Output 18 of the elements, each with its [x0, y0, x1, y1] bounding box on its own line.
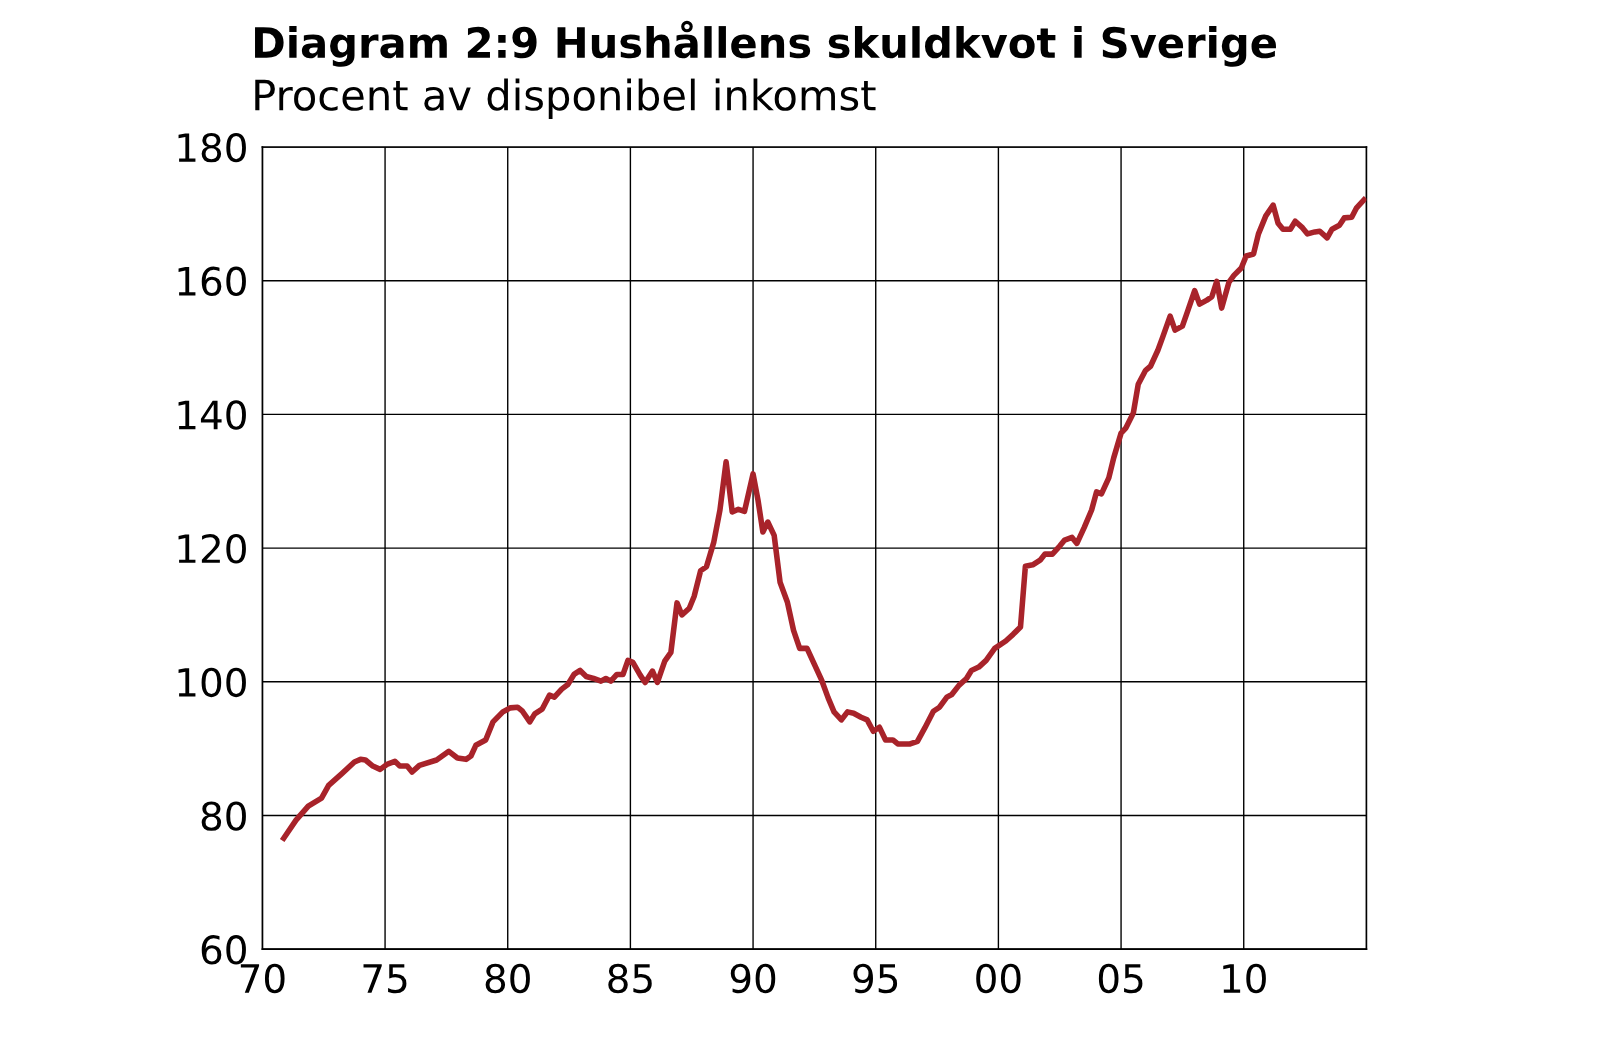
x-tick-label: 85 — [608, 963, 652, 994]
x-tick-label: 05 — [1098, 963, 1143, 994]
y-tick-label: 140 — [178, 400, 246, 430]
x-tick-label: 00 — [976, 963, 1021, 994]
y-tick-label: 180 — [178, 132, 246, 163]
x-tick-label: 90 — [730, 963, 776, 994]
y-tick-label: 80 — [201, 801, 246, 831]
x-tick-label: 95 — [853, 963, 898, 994]
y-tick-label: 60 — [201, 935, 246, 965]
chart-subtitle: Procent av disponibel inkomst — [255, 78, 876, 119]
x-tick-label: 75 — [363, 964, 407, 994]
chart-title: Diagram 2:9 Hushållens skuldkvot i Sverige — [255, 20, 1276, 67]
y-tick-label: 100 — [178, 667, 246, 698]
x-tick-label: 70 — [240, 963, 285, 994]
x-tick-label: 10 — [1223, 963, 1266, 994]
x-tick-label: 80 — [485, 963, 530, 994]
y-tick-label: 160 — [178, 266, 246, 297]
y-tick-label: 120 — [178, 534, 246, 564]
